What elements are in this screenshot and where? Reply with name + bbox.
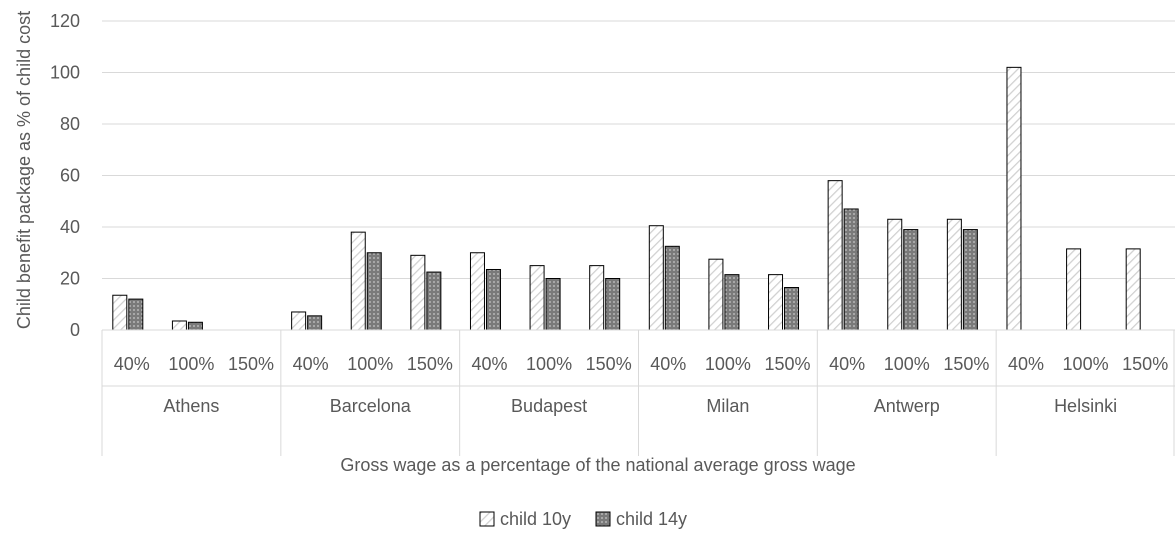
bar-child-14y — [784, 287, 800, 331]
x-tick-label: 40% — [829, 354, 865, 374]
bar-child-10y — [171, 320, 187, 331]
bar-child-10y — [648, 225, 664, 331]
bar-child-10y — [589, 265, 605, 331]
bars — [112, 66, 1141, 331]
bar-child-10y — [1066, 248, 1082, 331]
legend-swatch-child-14y — [595, 511, 611, 527]
x-tick-label: 100% — [168, 354, 214, 374]
group-label: Barcelona — [330, 396, 412, 416]
bar-child-10y — [410, 254, 426, 331]
x-tick-label: 40% — [650, 354, 686, 374]
y-tick-label: 0 — [70, 320, 80, 340]
bar-child-14y — [664, 245, 680, 331]
x-tick-label: 150% — [765, 354, 811, 374]
x-tick-label: 150% — [943, 354, 989, 374]
group-label: Helsinki — [1054, 396, 1117, 416]
x-axis: 40% 100% 150% Athens 40% 100% 150% Barcelona 40%… — [101, 329, 1175, 456]
legend-swatch-child-10y — [479, 511, 495, 527]
bar-child-14y — [903, 229, 919, 331]
x-tick-label: 40% — [471, 354, 507, 374]
y-tick-label: 60 — [60, 166, 80, 186]
bar-child-10y — [1006, 66, 1022, 331]
bar-child-10y — [708, 258, 724, 331]
group-label: Athens — [163, 396, 219, 416]
legend-label-child-10y: child 10y — [500, 509, 571, 529]
bar-child-14y — [307, 315, 323, 331]
y-tick-label: 80 — [60, 114, 80, 134]
x-tick-label: 100% — [526, 354, 572, 374]
group-label: Milan — [706, 396, 749, 416]
group-label: Antwerp — [874, 396, 940, 416]
bar-child-14y — [843, 208, 859, 331]
x-tick-label: 150% — [1122, 354, 1168, 374]
x-tick-label: 40% — [293, 354, 329, 374]
bar-child-14y — [128, 298, 144, 331]
y-axis-title: Child benefit package as % of child cost — [14, 11, 34, 329]
legend-label-child-14y: child 14y — [616, 509, 687, 529]
bar-child-14y — [545, 278, 561, 331]
bar-child-10y — [827, 180, 843, 331]
y-tick-label: 20 — [60, 269, 80, 289]
bar-child-10y — [768, 274, 784, 331]
bar-child-10y — [291, 311, 307, 331]
gridlines — [102, 20, 1175, 279]
bar-child-10y — [112, 294, 128, 331]
group-label: Budapest — [511, 396, 587, 416]
x-tick-label: 40% — [1008, 354, 1044, 374]
y-tick-label: 40 — [60, 217, 80, 237]
bar-child-14y — [962, 229, 978, 331]
x-tick-label: 40% — [114, 354, 150, 374]
bar-child-14y — [187, 321, 203, 331]
bar-child-14y — [366, 252, 382, 331]
bar-child-14y — [485, 268, 501, 331]
x-tick-label: 100% — [705, 354, 751, 374]
bar-child-10y — [529, 265, 545, 331]
bar-child-10y — [469, 252, 485, 331]
bar-child-10y — [350, 231, 366, 331]
legend: child 10y child 14y — [479, 509, 687, 529]
bar-child-10y — [887, 218, 903, 331]
x-axis-title: Gross wage as a percentage of the nation… — [340, 455, 855, 475]
bar-child-14y — [426, 271, 442, 331]
x-tick-label: 150% — [407, 354, 453, 374]
bar-child-10y — [946, 218, 962, 331]
bar-child-14y — [605, 278, 621, 331]
y-tick-label: 100 — [50, 63, 80, 83]
y-tick-label: 120 — [50, 11, 80, 31]
x-tick-label: 100% — [347, 354, 393, 374]
y-axis-ticks: 0 20 40 60 80 100 120 — [50, 11, 80, 340]
x-tick-label: 100% — [884, 354, 930, 374]
x-tick-label: 100% — [1063, 354, 1109, 374]
x-tick-label: 150% — [586, 354, 632, 374]
bar-child-14y — [724, 274, 740, 331]
bar-child-10y — [1125, 248, 1141, 331]
x-tick-label: 150% — [228, 354, 274, 374]
